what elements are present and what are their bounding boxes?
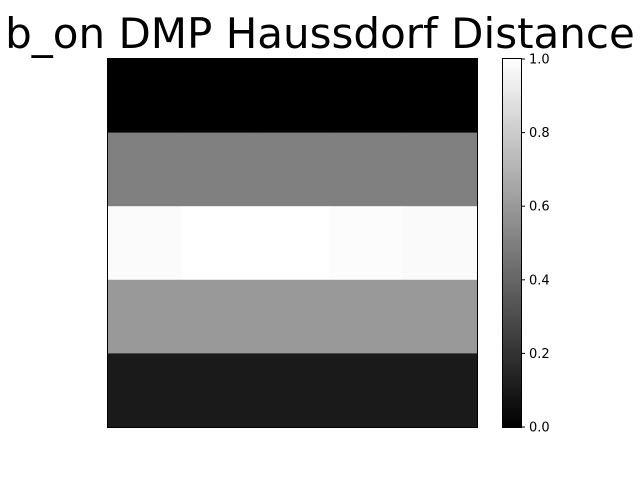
heatmap-cell bbox=[181, 59, 257, 134]
heatmap-cell bbox=[329, 279, 404, 354]
heatmap-cell bbox=[255, 59, 330, 134]
colorbar-tick-label: 0.0 bbox=[529, 421, 550, 436]
heatmap-cell bbox=[181, 279, 257, 354]
heatmap-cell bbox=[329, 353, 404, 428]
heatmap-cell bbox=[108, 132, 183, 207]
plot-frame bbox=[107, 58, 478, 428]
heatmap-cell bbox=[181, 132, 257, 207]
heatmap-cell bbox=[403, 132, 478, 207]
heatmap-cell bbox=[403, 353, 478, 428]
heatmap-cell bbox=[255, 279, 330, 354]
heatmap-cell bbox=[181, 206, 257, 281]
heatmap-cell bbox=[329, 59, 404, 134]
chart-title: b_on DMP Haussdorf Distance bbox=[5, 9, 635, 58]
heatmap-cell bbox=[403, 279, 478, 354]
heatmap-cell bbox=[329, 206, 404, 281]
colorbar-ticks: 0.0 0.2 0.4 0.6 0.8 1.0 bbox=[521, 53, 550, 436]
heatmap-cell bbox=[108, 279, 183, 354]
heatmap-cell bbox=[403, 59, 478, 134]
colorbar-tick-label: 0.8 bbox=[529, 126, 550, 141]
heatmap-cell bbox=[403, 206, 478, 281]
colorbar-tick-label: 0.2 bbox=[529, 347, 550, 362]
heatmap-cell bbox=[108, 59, 183, 134]
colorbar bbox=[502, 58, 522, 428]
heatmap-cell bbox=[108, 353, 183, 428]
heatmap-cell bbox=[108, 206, 183, 281]
heatmap-cells bbox=[108, 59, 478, 428]
heatmap-cell bbox=[255, 206, 330, 281]
heatmap-cell bbox=[255, 353, 330, 428]
colorbar-tick-label: 0.6 bbox=[529, 200, 550, 215]
colorbar-tick-label: 1.0 bbox=[529, 53, 550, 68]
heatmap-cell bbox=[181, 353, 257, 428]
heatmap-cell bbox=[329, 132, 404, 207]
heatmap-cell bbox=[255, 132, 330, 207]
colorbar-tick-label: 0.4 bbox=[529, 273, 550, 288]
